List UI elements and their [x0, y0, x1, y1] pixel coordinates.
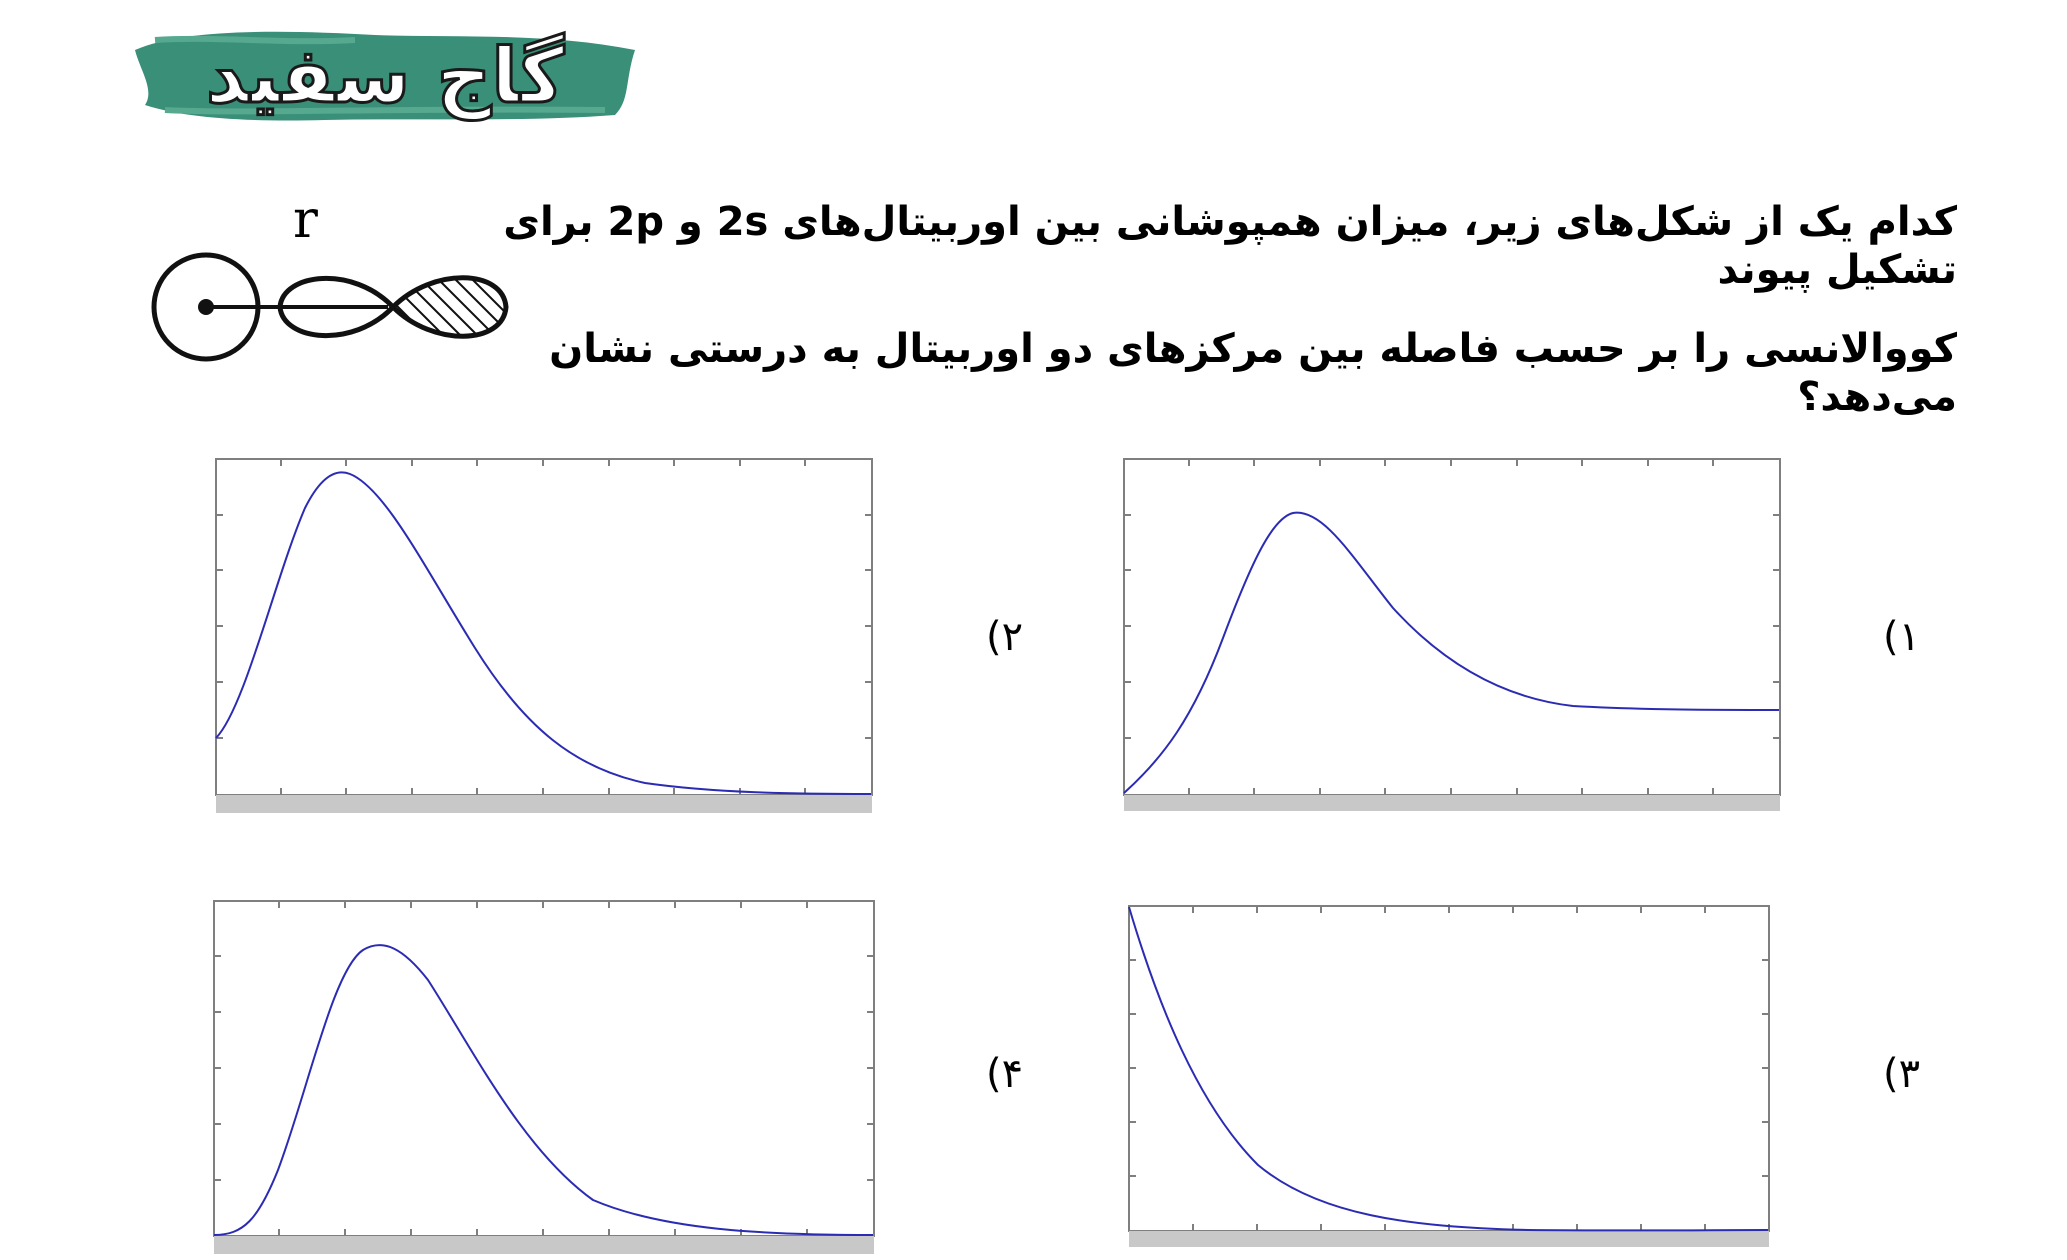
plot-option-2-graph [215, 458, 873, 813]
question-line-2: کووالانسی را بر حسب فاصله بین مرکزهای دو… [549, 326, 1957, 420]
distance-r-label: r [293, 190, 318, 250]
option-label-3: ۳) [1883, 1051, 1921, 1097]
plot-option-4 [213, 900, 878, 1260]
orbital-drawing [151, 252, 509, 362]
plot-option-4-curve [213, 944, 874, 1236]
orbital-overlap-diagram: r [148, 190, 518, 365]
plot-option-1-curve [1123, 511, 1780, 794]
plot-option-1 [1123, 458, 1785, 816]
plot-option-4-graph [213, 900, 875, 1254]
plot-option-1-graph [1123, 458, 1781, 811]
plot-option-3-curve [1128, 906, 1769, 1232]
p-orbital-icon [277, 275, 509, 339]
plot-option-3 [1128, 905, 1788, 1255]
question-line-1: کدام یک از شکل‌های زیر، میزان همپوشانی ب… [503, 199, 1957, 293]
option-label-1: ۱) [1883, 614, 1921, 660]
logo-text: گاج سفید [206, 31, 565, 121]
plot-option-2-curve [215, 471, 872, 795]
option-label-2: ۲) [986, 614, 1024, 660]
plot-option-3-graph [1128, 905, 1770, 1247]
gaj-sefid-logo: گاج سفید [125, 10, 645, 145]
plot-option-2 [215, 458, 877, 818]
option-label-4: ۴) [986, 1051, 1024, 1097]
logo-graphic: گاج سفید [135, 30, 635, 123]
